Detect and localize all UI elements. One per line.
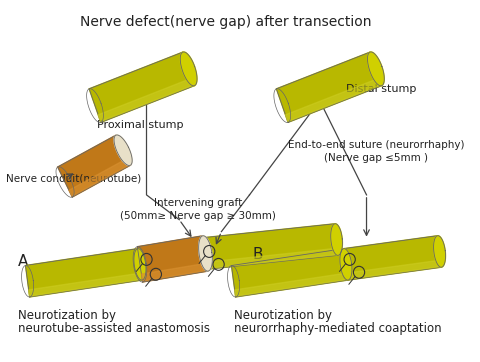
Polygon shape <box>89 52 194 122</box>
Polygon shape <box>331 224 342 255</box>
Polygon shape <box>206 248 338 269</box>
Text: End-to-end suture (neurorrhaphy): End-to-end suture (neurorrhaphy) <box>288 140 464 150</box>
Text: (Nerve gap ≤5mm ): (Nerve gap ≤5mm ) <box>324 153 428 163</box>
Polygon shape <box>204 224 338 269</box>
Text: A: A <box>18 254 29 269</box>
Text: Proximal stump: Proximal stump <box>96 121 183 130</box>
Text: Nerve conduit(neurotube): Nerve conduit(neurotube) <box>6 173 141 183</box>
Polygon shape <box>137 236 208 282</box>
Polygon shape <box>340 249 352 280</box>
Polygon shape <box>433 236 445 267</box>
Polygon shape <box>347 260 442 279</box>
Polygon shape <box>235 273 348 296</box>
Polygon shape <box>199 236 212 271</box>
Text: Intervening graft: Intervening graft <box>154 198 242 208</box>
Text: (50mm≥ Nerve gap ≥ 30mm): (50mm≥ Nerve gap ≥ 30mm) <box>120 211 276 221</box>
Polygon shape <box>134 249 146 280</box>
Text: Neurotization by: Neurotization by <box>234 309 332 322</box>
Polygon shape <box>58 135 131 197</box>
Polygon shape <box>368 52 384 86</box>
Text: B: B <box>252 247 263 262</box>
Polygon shape <box>231 249 348 297</box>
Text: neurorrhaphy-mediated coaptation: neurorrhaphy-mediated coaptation <box>234 322 441 335</box>
Polygon shape <box>98 78 194 122</box>
Polygon shape <box>180 52 197 86</box>
Polygon shape <box>69 159 130 196</box>
Text: neurotube-assisted anastomosis: neurotube-assisted anastomosis <box>18 322 210 335</box>
Polygon shape <box>344 236 442 280</box>
Text: Neurotization by: Neurotization by <box>18 309 116 322</box>
Polygon shape <box>142 263 208 281</box>
Polygon shape <box>114 135 132 165</box>
Polygon shape <box>276 52 382 122</box>
Text: Distal stump: Distal stump <box>346 84 416 94</box>
Polygon shape <box>286 78 382 122</box>
Polygon shape <box>29 273 142 296</box>
Polygon shape <box>25 249 142 297</box>
Text: Nerve defect(nerve gap) after transection: Nerve defect(nerve gap) after transectio… <box>80 15 372 29</box>
